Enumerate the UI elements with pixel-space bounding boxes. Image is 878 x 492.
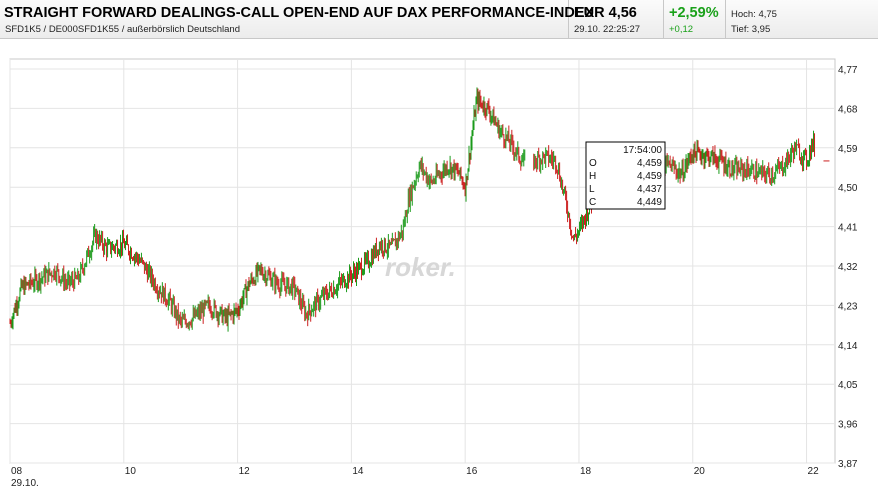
price-timestamp: 29.10. 22:25:27 [574, 24, 641, 35]
y-tick-label: 4,77 [838, 65, 858, 76]
x-tick-label: 20 [694, 466, 706, 477]
y-tick-label: 4,59 [838, 144, 858, 155]
x-tick-label: 18 [580, 466, 592, 477]
x-date-label: 29.10. [11, 478, 39, 489]
chart-axes: 4,77 4,68 4,59 4,50 4,41 4,32 4,23 4,14 4,05 3,96… [11, 65, 858, 489]
change-percent: +2,59% [669, 5, 719, 21]
tooltip-label-high: H [589, 171, 596, 182]
y-tick-label: 3,87 [838, 459, 858, 470]
x-tick-label: 10 [125, 466, 137, 477]
watermark: roker. [385, 252, 456, 282]
tooltip-value-low: 4,437 [637, 184, 662, 195]
tooltip-box [585, 141, 666, 210]
day-low: Tief: 3,95 [731, 24, 771, 35]
y-tick-label: 3,96 [838, 420, 858, 431]
instrument-title: STRAIGHT FORWARD DEALINGS-CALL OPEN-END … [4, 5, 595, 21]
x-tick-label: 08 [11, 466, 23, 477]
y-tick-label: 4,50 [838, 183, 858, 194]
tooltip-label-close: C [589, 197, 596, 208]
tooltip-label-low: L [589, 184, 595, 195]
tooltip-value-close: 4,449 [637, 197, 662, 208]
y-tick-label: 4,41 [838, 223, 858, 234]
instrument-cell [0, 0, 569, 39]
x-tick-label: 16 [466, 466, 478, 477]
tooltip-value-open: 4,459 [637, 158, 662, 169]
x-tick-label: 12 [239, 466, 251, 477]
quote-header: STRAIGHT FORWARD DEALINGS-CALL OPEN-END … [0, 0, 878, 39]
y-tick-label: 4,14 [838, 341, 858, 352]
price-cell [569, 0, 664, 39]
last-price: EUR 4,56 [574, 5, 637, 21]
x-tick-label: 14 [352, 466, 364, 477]
y-tick-label: 4,05 [838, 380, 858, 391]
instrument-subtitle: SFD1K5 / DE000SFD1K55 / außerbörslich De… [5, 24, 240, 35]
change-absolute: +0,12 [669, 24, 694, 35]
ohlc-tooltip: 17:54:00 O 4,459 H 4,459 L 4,437 C 4,449 [585, 141, 666, 210]
y-tick-label: 4,68 [838, 104, 858, 115]
day-high: Hoch: 4,75 [731, 9, 777, 20]
tooltip-time: 17:54:00 [623, 145, 662, 156]
y-tick-label: 4,23 [838, 301, 858, 312]
price-chart[interactable]: roker. 4,774,684,594,504,414,324,234,144… [0, 39, 878, 492]
candle-series [9, 87, 830, 332]
chart-grid [9, 58, 836, 464]
tooltip-label-open: O [589, 158, 597, 169]
x-tick-label: 22 [808, 466, 820, 477]
y-tick-label: 4,32 [838, 262, 858, 273]
tooltip-value-high: 4,459 [637, 171, 662, 182]
change-cell [664, 0, 726, 39]
